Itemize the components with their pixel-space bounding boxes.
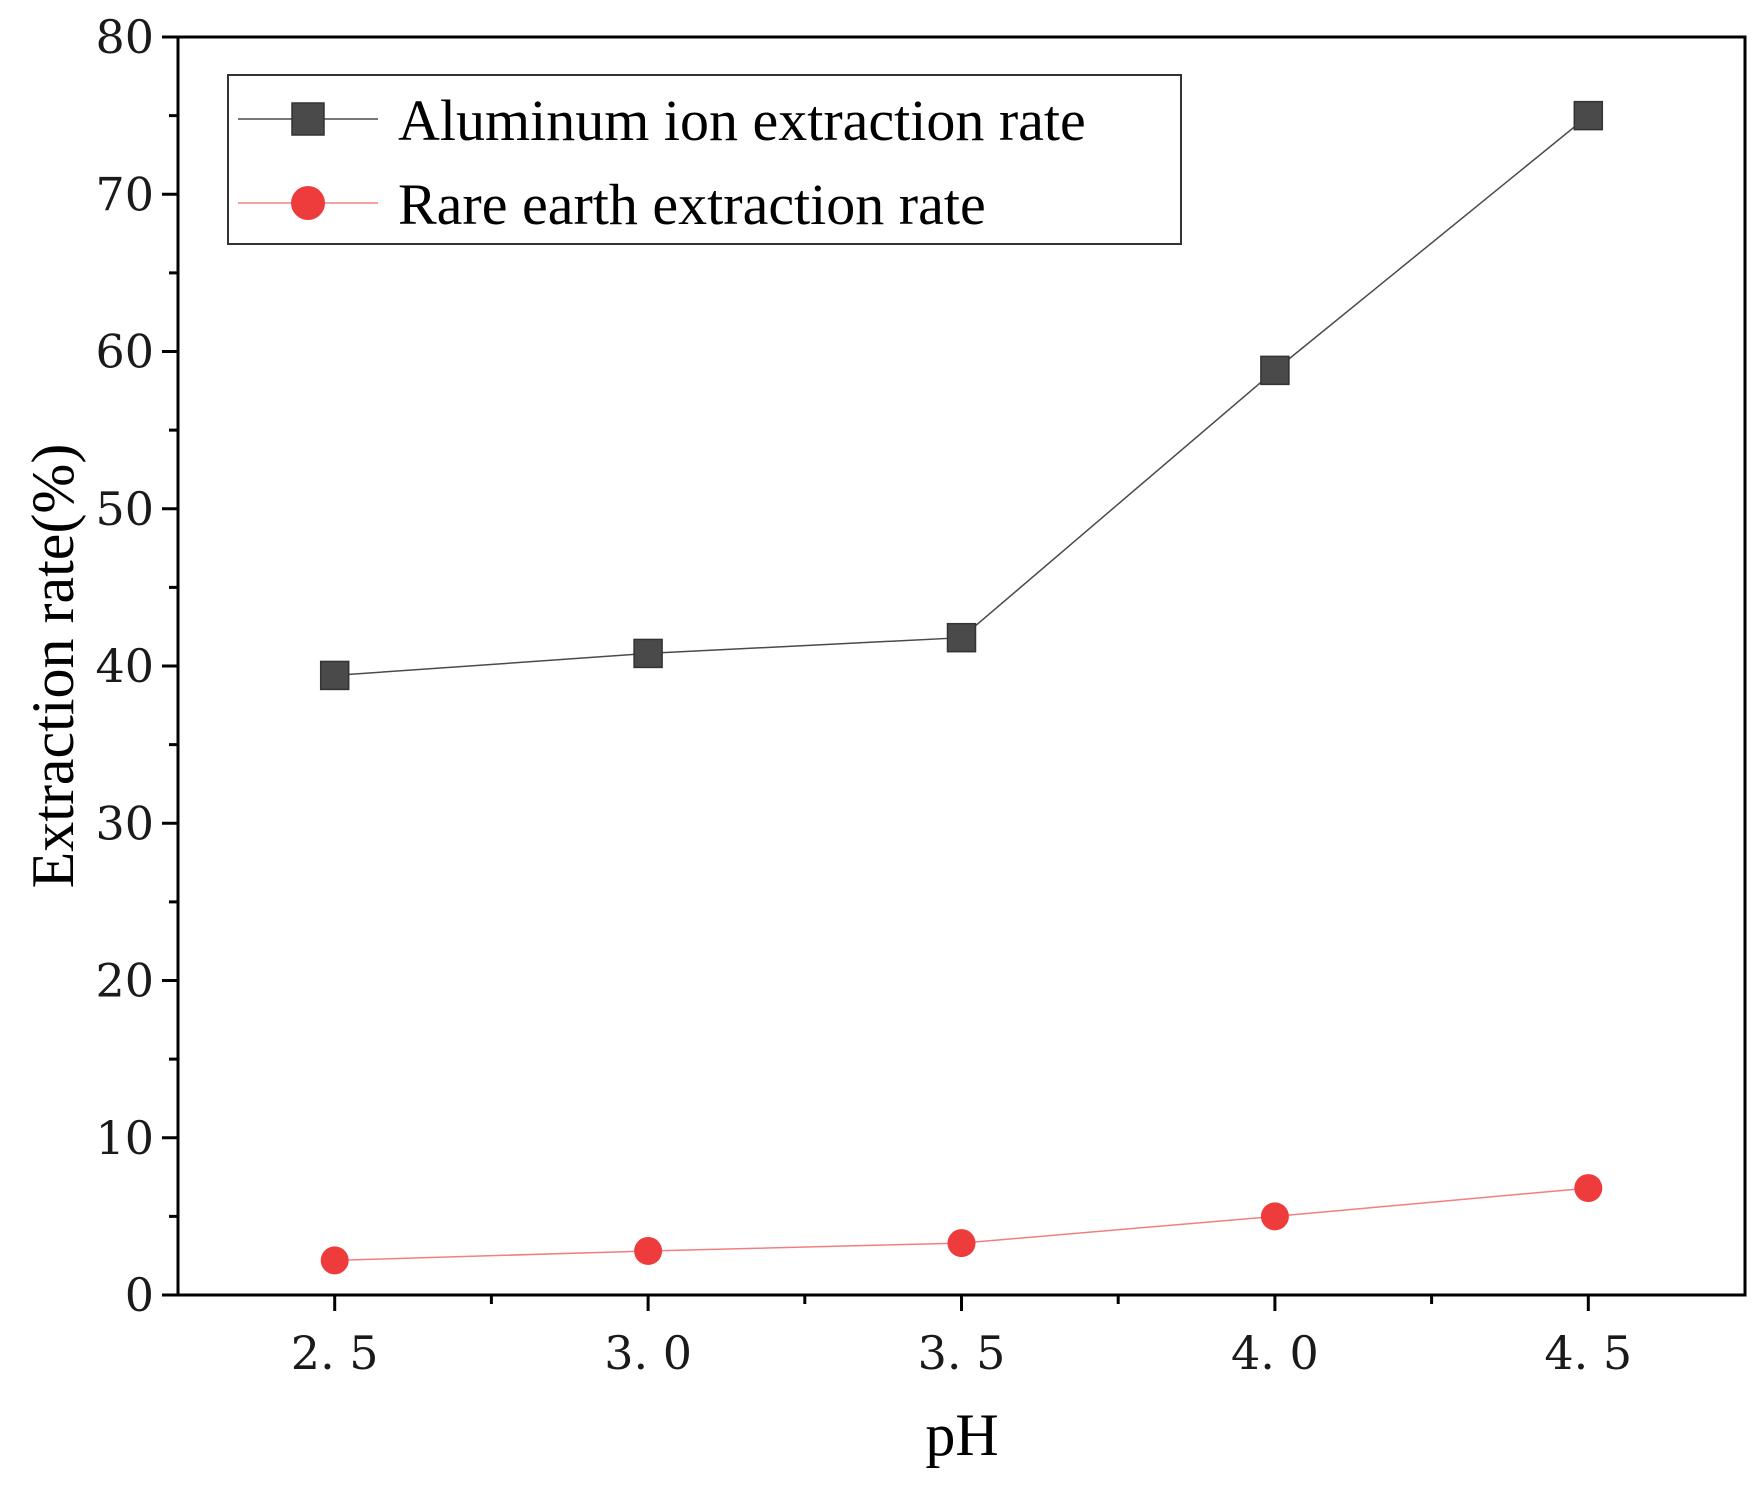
x-tick-label: 3. 0 <box>604 1326 692 1380</box>
x-tick-label: 3. 5 <box>918 1326 1006 1380</box>
x-axis: 2. 5 3. 0 3. 5 4. 0 4. 5 <box>291 1295 1632 1380</box>
data-point-rare-earth <box>1574 1174 1603 1203</box>
y-tick-label: 10 <box>95 1111 154 1165</box>
y-tick-label: 50 <box>95 482 154 536</box>
x-tick-label: 4. 5 <box>1544 1326 1632 1380</box>
data-point-aluminum <box>1573 100 1604 131</box>
y-tick-label: 60 <box>95 325 154 379</box>
y-tick-label: 70 <box>95 167 154 221</box>
data-point-aluminum <box>946 622 977 653</box>
legend-marker-aluminum <box>291 102 325 136</box>
x-tick-label: 2. 5 <box>291 1326 379 1380</box>
legend-label-rare-earth: Rare earth extraction rate <box>398 172 986 237</box>
data-point-aluminum <box>1260 355 1290 386</box>
y-tick-label: 30 <box>95 796 154 850</box>
data-point-rare-earth <box>634 1236 663 1265</box>
x-tick-label: 4. 0 <box>1231 1326 1319 1380</box>
y-tick-label: 20 <box>95 954 154 1008</box>
data-point-rare-earth <box>947 1229 976 1258</box>
x-axis-title: pH <box>925 1402 998 1468</box>
y-tick-label: 0 <box>125 1268 154 1322</box>
y-tick-label: 80 <box>95 10 154 64</box>
legend-label-aluminum: Aluminum ion extraction rate <box>398 88 1086 153</box>
y-tick-label: 40 <box>95 639 154 693</box>
legend-marker-rare-earth <box>291 186 325 220</box>
legend: Aluminum ion extraction rate Rare earth … <box>227 74 1182 245</box>
series-layer <box>319 100 1604 1275</box>
data-point-rare-earth <box>320 1246 349 1275</box>
y-axis-title: Extraction rate(%) <box>20 444 86 889</box>
data-point-rare-earth <box>1260 1202 1289 1231</box>
legend-box <box>227 74 1182 245</box>
y-axis: 0 10 20 30 40 50 60 70 80 <box>95 10 178 1322</box>
data-point-aluminum <box>633 638 663 669</box>
data-point-aluminum <box>319 660 350 691</box>
